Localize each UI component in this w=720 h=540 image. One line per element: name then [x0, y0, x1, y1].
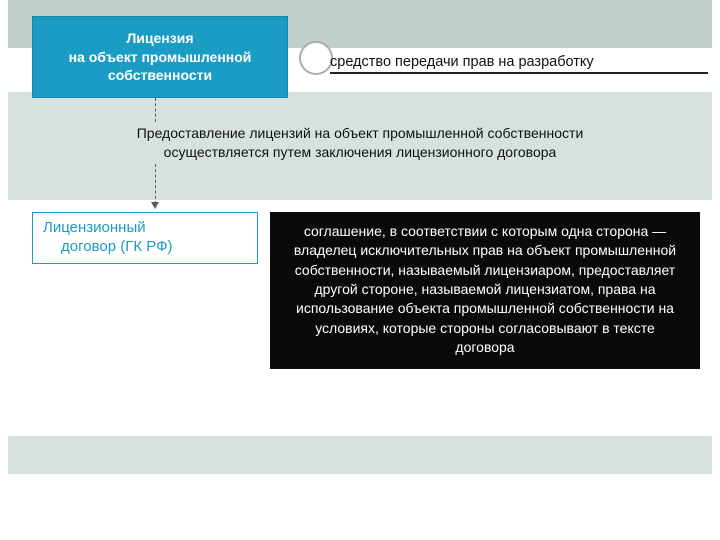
license-box: Лицензия на объект промышленной собствен…: [32, 16, 288, 98]
right-label-box: средство передачи прав на разработку: [330, 44, 708, 74]
contract-line1: Лицензионный: [43, 219, 173, 238]
mid-text-line1: Предоставление лицензий на объект промыш…: [0, 124, 720, 143]
definition-box: соглашение, в соответствии с которым одн…: [270, 212, 700, 369]
dashed-arrow-seg2: [155, 164, 156, 204]
license-line2: на объект промышленной: [39, 48, 281, 67]
contract-box: Лицензионный договор (ГК РФ): [32, 212, 258, 264]
mid-text: Предоставление лицензий на объект промыш…: [0, 124, 720, 162]
connector-circle: [299, 41, 333, 75]
dashed-arrow-seg1: [155, 98, 156, 122]
license-line3: собственности: [39, 66, 281, 85]
contract-line2: договор (ГК РФ): [43, 238, 173, 257]
mid-text-line2: осуществляется путем заключения лицензио…: [0, 143, 720, 162]
band-lower: [8, 436, 712, 474]
arrow-head-icon: [151, 202, 159, 209]
license-line1: Лицензия: [39, 29, 281, 48]
definition-text: соглашение, в соответствии с которым одн…: [294, 223, 676, 355]
right-label-text: средство передачи прав на разработку: [330, 54, 594, 70]
